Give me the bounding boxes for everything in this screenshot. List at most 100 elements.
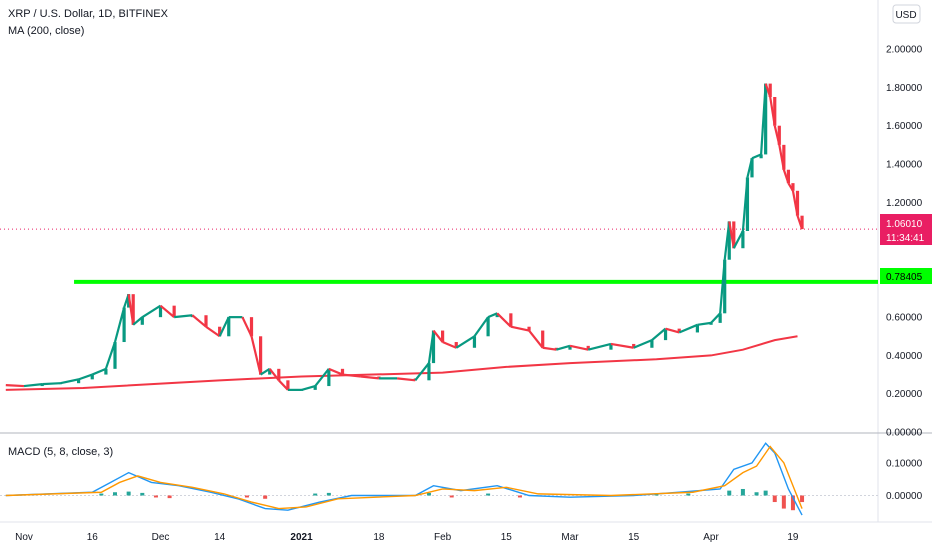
price-segment (60, 378, 79, 385)
macd-tick-label: 0.10000 (886, 458, 923, 469)
candle-body (77, 379, 81, 384)
macd-histogram-bar (517, 495, 522, 498)
macd-histogram-bar (244, 495, 249, 498)
time-tick-label: Nov (15, 532, 33, 543)
candle-body (227, 317, 231, 337)
price-segment (205, 325, 221, 338)
price-segment (360, 375, 380, 380)
price-segment (569, 344, 589, 351)
candle-body (327, 368, 331, 387)
price-tick-label: 0.00000 (886, 428, 923, 439)
candle-body (509, 313, 513, 327)
time-tick-label: 19 (787, 532, 799, 543)
currency-button-label: USD (895, 10, 916, 21)
price-segment (191, 314, 207, 328)
time-tick-label: Apr (703, 532, 719, 543)
price-segment (301, 384, 316, 391)
candle-body (495, 313, 499, 318)
candle-body (695, 324, 699, 333)
macd-line (5, 442, 803, 516)
price-segment (342, 373, 361, 378)
candle-body (286, 380, 290, 390)
currency-button[interactable]: USD (892, 4, 921, 24)
candle-body (541, 330, 545, 348)
signal-line (5, 445, 803, 510)
current-price-value: 1.06010 (886, 219, 923, 230)
price-segment (678, 323, 698, 334)
price-segment (5, 384, 25, 388)
price-segment (455, 335, 476, 349)
candle-body (727, 221, 731, 260)
price-segment (314, 368, 330, 387)
macd-histogram-bar (486, 493, 491, 496)
price-segment (174, 314, 193, 319)
macd-histogram-bar (790, 495, 795, 511)
candle-body (609, 343, 613, 350)
candle-body (249, 317, 254, 337)
price-segment (414, 362, 430, 381)
candle-body (277, 368, 281, 381)
price-tick-label: 1.60000 (886, 121, 923, 132)
macd-histogram-bar (740, 488, 745, 496)
candle-body (131, 294, 135, 325)
time-tick-label: 14 (214, 532, 226, 543)
candle-body (786, 169, 790, 184)
macd-histogram-bar (772, 495, 777, 503)
time-axis: Nov 16 Dec 14 2021 18 Feb 15 Mar 15 Apr 19 (15, 532, 799, 543)
price-segment (78, 373, 93, 381)
macd-histogram-bar (449, 495, 454, 498)
chart-title: XRP / U.S. Dollar, 1D, BITFINEX (8, 8, 169, 20)
candle-body (723, 259, 727, 314)
macd-histogram-bar (781, 495, 786, 509)
candle-body (299, 389, 304, 391)
candle-body (204, 315, 208, 327)
price-segment (442, 341, 457, 349)
candle-body (427, 363, 431, 381)
price-segment (141, 304, 162, 319)
candle-body (40, 384, 44, 387)
candle-body (140, 317, 144, 325)
price-segment (651, 327, 667, 341)
macd-histogram-bar (326, 492, 331, 496)
candle-body (104, 368, 108, 375)
time-tick-label: 16 (87, 532, 99, 543)
candle-body (745, 177, 750, 231)
price-segment (23, 383, 43, 388)
price-segment (42, 382, 61, 386)
candle-body (113, 342, 117, 369)
ma-200-line (5, 335, 798, 391)
candle-body (773, 97, 777, 126)
price-tick-label: 1.20000 (886, 198, 923, 209)
price-segment (610, 342, 634, 349)
candle-body (791, 183, 795, 191)
macd-histogram-bar (727, 490, 732, 496)
macd-histogram-bar (426, 492, 431, 496)
candle-body (663, 328, 668, 341)
price-segment (528, 329, 544, 349)
candle-body (586, 345, 590, 350)
macd-histogram-bar (800, 495, 805, 503)
candle-body (764, 83, 768, 155)
price-tick-label: 1.80000 (886, 83, 923, 94)
candle-body (259, 336, 263, 375)
candle-body (750, 158, 754, 178)
candle-body (782, 144, 786, 170)
current-price-countdown: 11:34:41 (886, 233, 925, 244)
macd-tick-label: 0.00000 (886, 491, 923, 502)
candle-body (759, 154, 763, 159)
macd-histogram-bar (140, 492, 145, 496)
macd-histogram-bar (686, 493, 691, 496)
candle-body (650, 340, 654, 348)
time-tick-label: 15 (501, 532, 513, 543)
candle-body (709, 322, 713, 325)
macd-indicator-label: MACD (5, 8, close, 3) (8, 446, 113, 458)
candle-body (486, 317, 490, 337)
price-segment (510, 325, 530, 332)
candle-body (741, 231, 745, 249)
time-tick-label: Feb (434, 532, 452, 543)
candle-body (527, 326, 531, 331)
level-price-tag: 0.78405 (880, 268, 932, 284)
price-segment (159, 304, 175, 318)
price-segment (91, 367, 107, 376)
